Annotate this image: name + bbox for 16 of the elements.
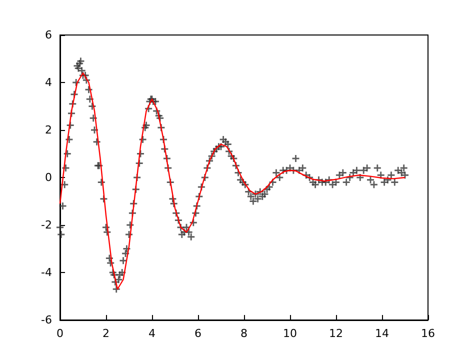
x-tick-label: 6 <box>194 327 202 340</box>
x-tick-label: 8 <box>240 327 248 340</box>
x-tick-label: 2 <box>102 327 110 340</box>
x-tick-label: 0 <box>56 327 64 340</box>
x-tick-label: 14 <box>375 327 389 340</box>
y-tick-label: 2 <box>45 124 52 136</box>
x-tick-label: 16 <box>421 327 435 340</box>
y-tick-label: -6 <box>41 314 52 326</box>
y-tick-label: 6 <box>45 28 52 42</box>
x-tick-label: 10 <box>283 327 297 340</box>
y-tick-label: 0 <box>45 171 52 184</box>
y-tick-label: -2 <box>41 218 52 232</box>
x-tick-label: 12 <box>329 327 343 340</box>
y-tick-label: -4 <box>41 266 52 279</box>
y-tick-label: 4 <box>45 76 52 89</box>
x-tick-label: 4 <box>148 327 156 340</box>
